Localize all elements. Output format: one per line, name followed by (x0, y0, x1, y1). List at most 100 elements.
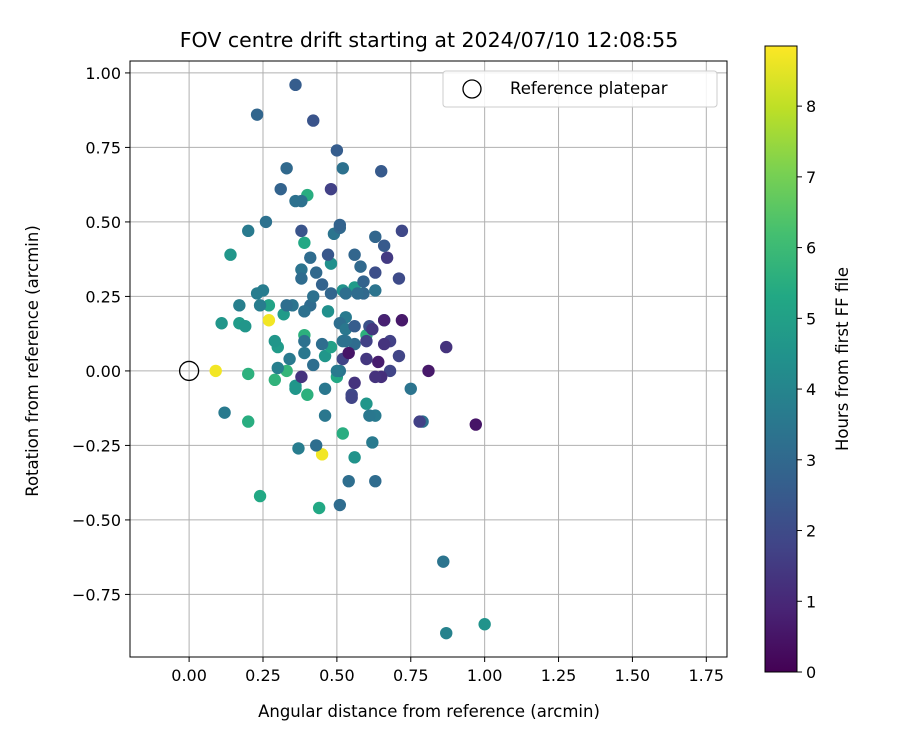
data-point (372, 355, 385, 369)
data-point (250, 108, 264, 121)
data-point (295, 272, 308, 285)
data-point (289, 194, 302, 208)
data-point (395, 224, 409, 238)
data-point (215, 317, 228, 330)
data-point (274, 182, 287, 196)
data-point (262, 314, 276, 327)
colorbar-tick-label: 4 (806, 380, 816, 399)
data-point (369, 474, 382, 488)
grid (130, 61, 727, 657)
data-point (298, 334, 311, 348)
data-point (253, 489, 267, 503)
data-point (369, 284, 382, 297)
data-point (395, 314, 409, 327)
data-point (295, 224, 308, 238)
data-point (342, 346, 355, 360)
data-point (351, 287, 364, 300)
data-point (437, 555, 450, 568)
legend-box (442, 70, 718, 108)
data-point (348, 248, 361, 261)
y-tick-label: 0.00 (85, 362, 121, 381)
data-point (369, 266, 382, 279)
x-tick-label: 1.75 (688, 666, 724, 685)
data-point (360, 397, 373, 410)
data-point (298, 346, 311, 360)
data-point (392, 272, 406, 285)
colorbar-tick-label: 7 (806, 168, 816, 187)
data-point (224, 248, 237, 261)
colorbar-tick-label: 6 (806, 239, 816, 258)
data-point (360, 352, 373, 366)
data-point (375, 165, 388, 178)
data-point (342, 474, 355, 488)
data-point (304, 251, 317, 264)
data-point (363, 409, 376, 422)
data-point (209, 364, 222, 378)
data-point (283, 352, 296, 366)
data-points (209, 78, 491, 640)
colorbar-tick-label: 5 (806, 309, 816, 328)
data-point (315, 448, 329, 461)
data-point (360, 334, 373, 348)
data-point (253, 299, 267, 312)
data-point (295, 263, 308, 276)
data-point (301, 388, 314, 401)
data-point (239, 320, 252, 333)
data-point (295, 370, 308, 384)
data-point (307, 358, 320, 372)
legend-reference-marker (462, 79, 482, 99)
data-point (256, 284, 270, 297)
data-point (333, 218, 347, 232)
y-tick-label: −0.75 (72, 585, 121, 604)
colorbar-label: Hours from first FF file (833, 267, 852, 451)
y-tick-label: −0.25 (72, 436, 121, 455)
data-point (440, 626, 453, 640)
x-tick-label: 1.00 (467, 666, 503, 685)
data-point (348, 451, 361, 464)
colorbar-ticks: 0 1 2 3 4 5 6 7 8 (797, 97, 816, 682)
y-tick-label: 0.25 (85, 287, 121, 306)
data-point (242, 224, 255, 238)
data-point (348, 320, 361, 333)
chart-title: FOV centre drift starting at 2024/07/10 … (180, 28, 679, 52)
reference-marker-layer (178, 360, 200, 382)
data-point (413, 415, 426, 428)
data-point (377, 239, 391, 252)
data-point (312, 501, 326, 515)
data-point (280, 299, 293, 312)
data-point (321, 248, 335, 261)
data-point (339, 334, 352, 348)
legend: Reference platepar (442, 70, 718, 108)
data-point (218, 406, 231, 419)
data-point (315, 337, 329, 351)
data-point (348, 376, 361, 390)
reference-platepar-marker (178, 360, 200, 382)
y-axis-label: Rotation from reference (arcmin) (23, 225, 42, 497)
colorbar-tick-label: 8 (806, 97, 816, 116)
data-point (315, 278, 329, 291)
data-point (292, 442, 305, 455)
x-tick-label: 1.25 (541, 666, 577, 685)
data-point (330, 144, 344, 157)
data-point (345, 391, 358, 404)
data-point (336, 162, 349, 175)
data-point (383, 364, 397, 378)
data-point (336, 427, 349, 440)
data-point (469, 418, 482, 431)
data-point (318, 349, 332, 363)
data-point (392, 349, 406, 363)
data-point (318, 409, 332, 422)
plot-frame (129, 60, 728, 658)
y-tick-label: 0.50 (85, 213, 121, 232)
data-point (307, 290, 320, 303)
y-tick-label: 1.00 (85, 64, 121, 83)
data-point (377, 314, 391, 327)
data-point (268, 373, 282, 387)
data-point (271, 361, 284, 375)
data-point (307, 114, 320, 127)
legend-entry-reference-platepar: Reference platepar (510, 79, 668, 98)
colorbar-tick-label: 0 (806, 663, 816, 682)
colorbar-tick-label: 2 (806, 522, 816, 541)
data-point (318, 382, 332, 395)
